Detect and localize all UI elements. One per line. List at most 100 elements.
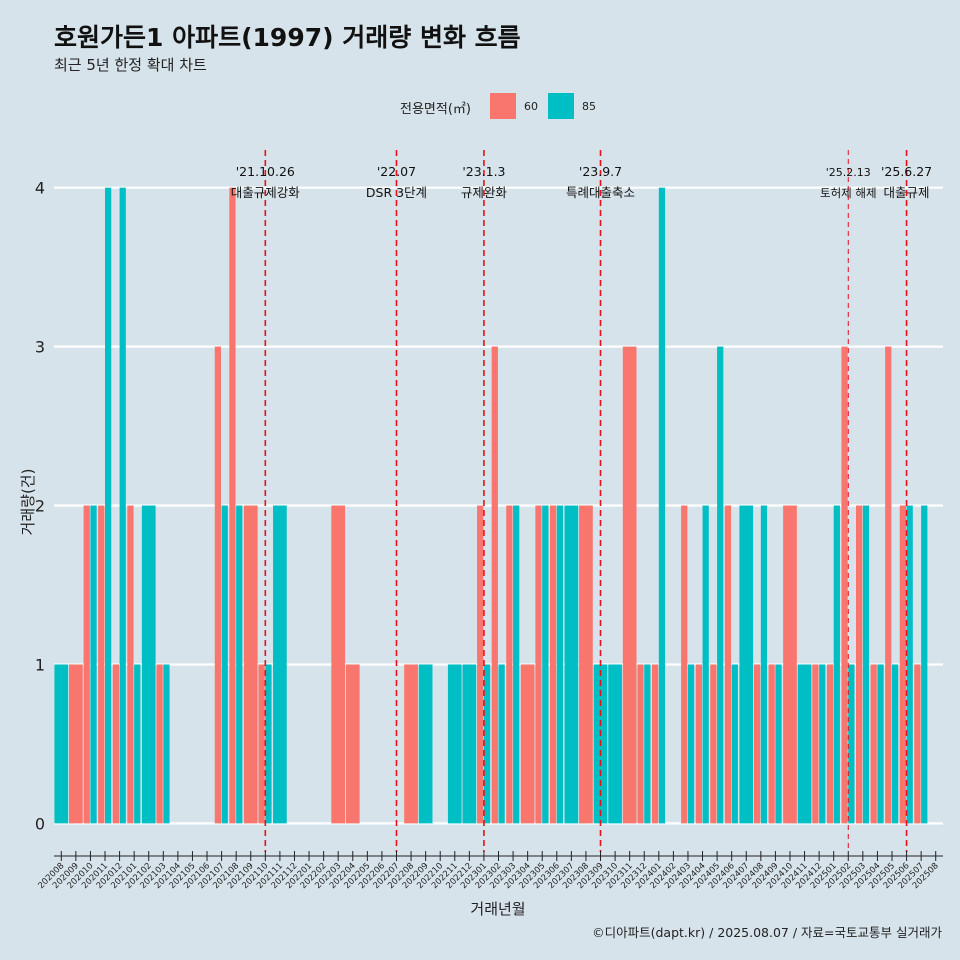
- chart-subtitle: 최근 5년 한정 확대 차트: [54, 56, 207, 74]
- bar-85: [921, 505, 928, 824]
- legend-label-85: 85: [582, 100, 596, 113]
- bar-60: [695, 664, 702, 824]
- bar-85: [717, 346, 724, 824]
- x-tick-label: 202210: [415, 861, 445, 891]
- bar-85: [891, 664, 899, 824]
- chart-title: 호원가든1 아파트(1997) 거래량 변화 흐름: [54, 23, 521, 52]
- bar-85: [556, 505, 564, 824]
- bar-60: [83, 505, 90, 824]
- bar-60: [768, 664, 775, 824]
- x-tick-label: 202203: [313, 861, 343, 891]
- bar-85: [542, 505, 549, 824]
- x-tick-label: 202205: [342, 861, 372, 891]
- bar-85: [564, 505, 579, 824]
- bar-60: [885, 346, 892, 824]
- bar-85: [265, 664, 272, 824]
- x-tick-label: 202401: [634, 861, 664, 891]
- bar-85: [833, 505, 840, 824]
- x-tick-label: 202409: [751, 861, 781, 891]
- bar-60: [870, 664, 877, 824]
- x-tick-label: 202507: [896, 861, 926, 891]
- bar-60: [520, 664, 535, 824]
- bar-60: [651, 664, 659, 824]
- x-tick-label: 202108: [211, 861, 241, 891]
- x-tick-label: 202209: [401, 861, 431, 891]
- bar-85: [447, 664, 462, 824]
- event-label: 특례대출축소: [566, 185, 635, 200]
- event-label: 토허제 해제: [820, 186, 877, 200]
- x-tick-label: 202208: [386, 861, 416, 891]
- bar-85: [760, 505, 768, 824]
- x-tick-label: 202101: [109, 861, 139, 891]
- bar-85: [608, 664, 622, 824]
- x-tick-label: 202508: [911, 861, 941, 891]
- x-tick-label: 202408: [736, 861, 766, 891]
- bar-85: [739, 505, 754, 824]
- event-date: '22.07: [377, 164, 416, 179]
- bar-60: [214, 346, 221, 824]
- bar-60: [258, 664, 265, 824]
- bar-60: [477, 505, 484, 824]
- legend-title: 전용면적(㎡): [400, 102, 471, 117]
- event-label: 규제완화: [461, 185, 508, 200]
- bar-85: [418, 664, 433, 824]
- bar-85: [134, 664, 141, 824]
- x-tick-label: 202109: [226, 861, 256, 891]
- x-tick-label: 202201: [284, 861, 314, 891]
- x-tick-label: 202112: [270, 861, 300, 891]
- bar-85: [797, 664, 812, 824]
- x-tick-label: 202303: [488, 861, 518, 891]
- bar-60: [899, 505, 906, 824]
- legend-key-60: [490, 93, 516, 119]
- x-tick-label: 202301: [459, 861, 489, 891]
- y-tick-label: 3: [35, 338, 45, 357]
- x-tick-label: 202403: [663, 861, 693, 891]
- x-tick-label: 202402: [648, 861, 678, 891]
- x-tick-label: 202306: [532, 861, 562, 891]
- x-tick-label: 202406: [707, 861, 737, 891]
- bar-85: [236, 505, 243, 824]
- bar-85: [848, 664, 855, 824]
- x-tick-label: 202411: [780, 861, 810, 891]
- bar-60: [549, 505, 557, 824]
- x-tick-label: 202212: [444, 861, 474, 891]
- x-tick-label: 202211: [430, 861, 460, 891]
- bar-60: [127, 505, 134, 824]
- x-tick-label: 202010: [66, 861, 96, 891]
- x-tick-label: 202304: [503, 861, 533, 891]
- y-tick-label: 4: [35, 179, 45, 198]
- x-tick-label: 202008: [36, 861, 66, 891]
- event-date: '21.10.26: [236, 164, 295, 179]
- event-date: '23.9.7: [579, 164, 622, 179]
- x-tick-label: 202207: [372, 861, 402, 891]
- y-tick-label: 0: [35, 814, 45, 833]
- bar-60: [681, 505, 688, 824]
- y-axis-title: 거래량(건): [19, 469, 37, 536]
- x-tick-label: 202506: [882, 861, 912, 891]
- legend: 전용면적(㎡) 60 85: [0, 93, 960, 121]
- x-tick-label: 202105: [168, 861, 198, 891]
- bar-85: [513, 505, 520, 824]
- bar-60: [812, 664, 819, 824]
- bar-85: [141, 505, 156, 824]
- x-tick-label: 202407: [721, 861, 751, 891]
- x-tick-label: 202505: [867, 861, 897, 891]
- x-tick-label: 202012: [95, 861, 125, 891]
- bar-85: [877, 664, 884, 824]
- bar-60: [855, 505, 863, 824]
- x-tick-label: 202305: [517, 861, 547, 891]
- bar-60: [345, 664, 360, 824]
- event-date: '23.1.3: [462, 164, 505, 179]
- y-tick-label: 2: [35, 497, 45, 516]
- bar-60: [331, 505, 346, 824]
- bar-85: [819, 664, 826, 824]
- bar-60: [753, 664, 761, 824]
- x-tick-label: 202107: [197, 861, 227, 891]
- bar-85: [483, 664, 491, 824]
- bar-85: [498, 664, 505, 824]
- x-tick-label: 202504: [853, 861, 883, 891]
- bar-60: [535, 505, 542, 824]
- x-tick-label: 202302: [474, 861, 504, 891]
- bar-85: [687, 664, 695, 824]
